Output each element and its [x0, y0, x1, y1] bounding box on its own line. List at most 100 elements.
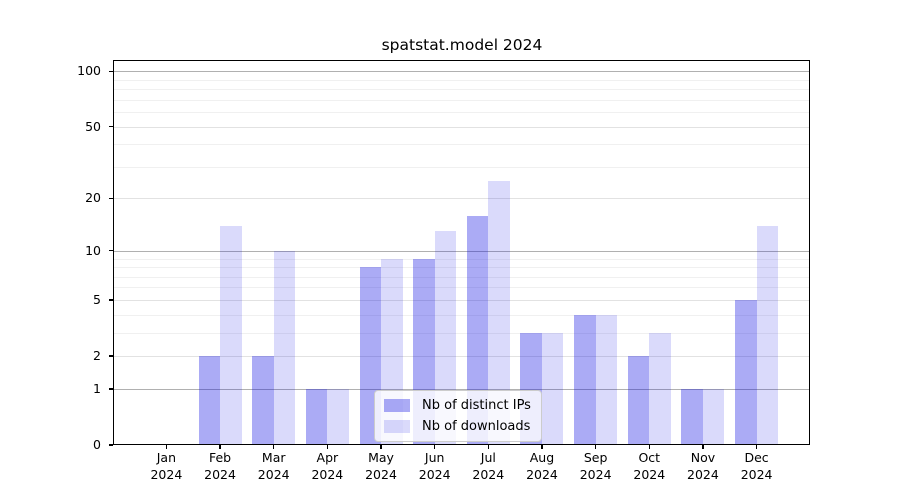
bar-downloads	[488, 181, 510, 445]
minor-gridline	[113, 267, 810, 269]
minor-gridline	[113, 144, 810, 146]
x-tick	[219, 445, 221, 449]
minor-gridline	[113, 332, 810, 334]
x-tick-month: Apr	[316, 450, 339, 465]
x-tick-month: Feb	[208, 450, 232, 465]
y-tick-label: 0	[93, 437, 101, 452]
x-tick	[594, 445, 597, 449]
legend-label: Nb of downloads	[422, 419, 531, 434]
x-tick-label: Aug 2024	[512, 450, 572, 483]
bar-downloads	[649, 332, 671, 445]
y-tick-label: 20	[85, 190, 101, 206]
minor-gridline	[113, 99, 810, 101]
bar-distinct-ips	[574, 314, 596, 445]
legend-swatch	[384, 399, 410, 412]
x-tick-label: Mar 2024	[244, 450, 304, 483]
legend-label: Nb of distinct IPs	[422, 398, 531, 413]
gridline	[113, 126, 810, 128]
x-tick	[648, 445, 650, 449]
y-tick	[109, 125, 113, 128]
minor-gridline	[113, 166, 810, 168]
minor-gridline	[113, 276, 810, 278]
y-tick-label: 50	[85, 118, 101, 134]
bar-downloads	[702, 388, 725, 445]
x-tick-label: Apr 2024	[297, 450, 357, 483]
bar-downloads	[756, 225, 779, 445]
y-tick	[109, 388, 113, 390]
bar-downloads	[541, 332, 564, 445]
gridline	[113, 198, 810, 200]
x-tick-month: May	[368, 450, 394, 465]
x-tick-year: 2024	[418, 466, 451, 482]
x-tick	[487, 445, 489, 449]
y-tick	[109, 299, 113, 301]
x-tick-year: 2024	[633, 466, 666, 482]
x-tick-month: Oct	[638, 450, 661, 465]
x-tick-year: 2024	[740, 466, 773, 482]
minor-gridline	[113, 258, 810, 260]
minor-gridline	[113, 287, 810, 289]
x-tick-month: Jun	[424, 450, 445, 465]
x-tick-label: May 2024	[351, 450, 411, 483]
plot-area	[113, 60, 810, 445]
major-gridline	[113, 388, 810, 390]
x-tick-label: Jun 2024	[405, 450, 465, 483]
y-tick	[109, 197, 113, 200]
x-tick-year: 2024	[150, 466, 183, 482]
y-tick-label: 2	[93, 348, 101, 364]
x-tick-label: Jan 2024	[136, 450, 196, 483]
x-tick	[702, 445, 704, 449]
bar-distinct-ips	[735, 299, 757, 445]
x-tick-label: Nov 2024	[673, 450, 733, 483]
bar-downloads	[595, 314, 618, 445]
bar-distinct-ips	[198, 356, 221, 445]
major-gridline	[113, 71, 810, 73]
x-tick-label: Dec 2024	[727, 450, 787, 483]
x-tick-month: Nov	[690, 450, 716, 465]
x-tick-label: Sep 2024	[566, 450, 626, 483]
x-tick-label: Oct 2024	[619, 450, 679, 483]
x-tick-month: Dec	[744, 450, 769, 465]
x-tick-month: Jan	[156, 450, 177, 465]
y-tick	[109, 70, 113, 72]
x-tick-month: Sep	[583, 450, 608, 465]
x-tick-year: 2024	[365, 466, 397, 482]
x-tick	[434, 445, 436, 449]
bar-distinct-ips	[252, 356, 274, 445]
bar-downloads	[327, 388, 349, 445]
y-tick	[109, 355, 113, 357]
minor-gridline	[113, 112, 810, 114]
x-tick-month: Aug	[529, 450, 555, 465]
x-tick	[755, 445, 758, 449]
legend-swatch	[384, 420, 410, 433]
bar-distinct-ips	[466, 215, 489, 445]
legend-entry: Nb of downloads	[384, 418, 531, 435]
minor-gridline	[113, 89, 810, 91]
x-tick	[380, 445, 382, 449]
x-tick	[273, 445, 275, 449]
gridline	[113, 356, 810, 358]
x-tick-month: Mar	[261, 450, 286, 465]
x-tick-year: 2024	[687, 466, 719, 482]
x-tick	[165, 445, 168, 449]
x-tick-month: Jul	[480, 450, 496, 465]
minor-gridline	[113, 79, 810, 81]
y-tick-label: 10	[85, 242, 101, 258]
x-tick-year: 2024	[526, 466, 558, 482]
bar-distinct-ips	[681, 388, 703, 445]
bar-downloads	[273, 250, 296, 445]
chart-title: spatstat.model 2024	[381, 36, 543, 54]
bar-downloads	[220, 225, 242, 445]
x-tick	[326, 445, 328, 449]
major-gridline	[113, 250, 810, 252]
x-tick-year: 2024	[257, 466, 290, 482]
bar-distinct-ips	[305, 388, 328, 445]
x-tick-label: Jul 2024	[458, 450, 518, 483]
y-tick	[109, 250, 113, 252]
y-tick-label: 1	[93, 380, 101, 396]
y-tick	[109, 444, 113, 446]
legend-entry: Nb of distinct IPs	[384, 397, 531, 414]
x-tick-year: 2024	[472, 466, 505, 482]
gridline	[113, 299, 810, 301]
